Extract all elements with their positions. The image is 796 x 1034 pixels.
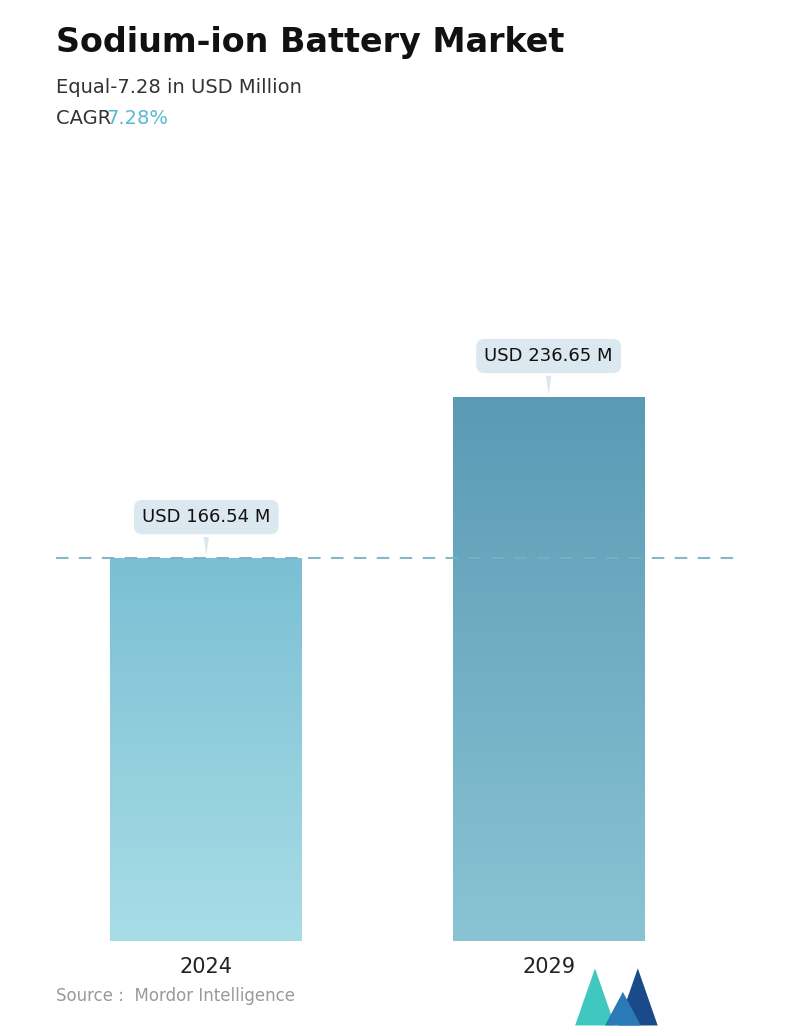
Text: USD 236.65 M: USD 236.65 M [484,347,613,394]
Text: CAGR: CAGR [56,109,117,127]
Text: Source :  Mordor Intelligence: Source : Mordor Intelligence [56,987,295,1005]
Text: 7.28%: 7.28% [107,109,169,127]
Text: USD 166.54 M: USD 166.54 M [142,508,271,555]
Text: Equal-7.28 in USD Million: Equal-7.28 in USD Million [56,78,302,96]
Text: Sodium-ion Battery Market: Sodium-ion Battery Market [56,26,564,59]
